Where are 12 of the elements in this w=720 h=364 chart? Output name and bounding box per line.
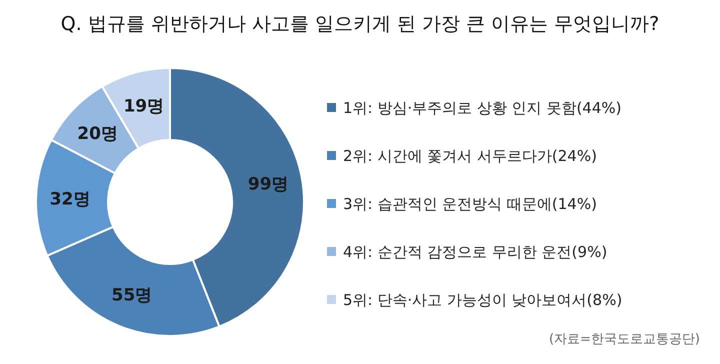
data-label: 99명 bbox=[248, 174, 289, 194]
legend-label: 1위: 방심·부주의로 상황 인지 못함(44%) bbox=[343, 99, 622, 117]
data-label: 32명 bbox=[50, 190, 90, 210]
data-label: 19명 bbox=[123, 96, 164, 116]
legend-label: 5위: 단속·사고 가능성이 낮아보여서(8%) bbox=[343, 291, 622, 309]
legend-label: 4위: 순간적 감정으로 무리한 운전(9%) bbox=[343, 243, 608, 261]
chart-title: Q. 법규를 위반하거나 사고를 일으키게 된 가장 큰 이유는 무엇입니까? bbox=[60, 13, 660, 35]
legend-label: 2위: 시간에 쫓겨서 서두르다가(24%) bbox=[343, 147, 597, 165]
legend-label: 3위: 습관적인 운전방식 때문에(14%) bbox=[343, 195, 597, 213]
data-label: 55명 bbox=[112, 285, 152, 306]
text: (자료=한국도로교통공단) bbox=[548, 332, 700, 347]
data-label: 20명 bbox=[77, 124, 118, 144]
